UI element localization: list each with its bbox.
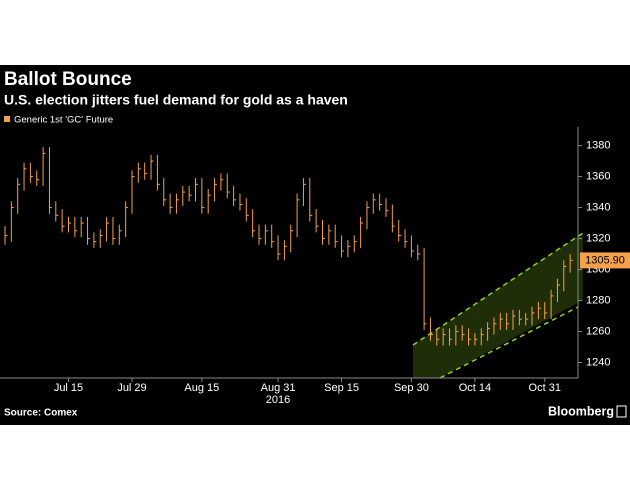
- last-price-box: [580, 252, 630, 269]
- x-tick-label: Sep 15: [324, 382, 359, 394]
- x-tick-label: Jul 15: [54, 382, 83, 394]
- x-tick-label: Oct 31: [529, 382, 561, 394]
- x-tick-label: Aug 31: [261, 382, 296, 394]
- source-note: Source: Comex: [4, 408, 78, 419]
- y-tick-label: 1280: [586, 294, 610, 306]
- x-year-label: 2016: [266, 394, 290, 406]
- brand: Bloomberg: [548, 404, 614, 418]
- legend-swatch: [4, 116, 10, 122]
- chart-background: [0, 65, 630, 425]
- last-price-label: 1305.90: [585, 254, 625, 266]
- y-tick-label: 1340: [586, 201, 610, 213]
- legend-label: Generic 1st 'GC' Future: [14, 115, 113, 126]
- x-tick-label: Oct 14: [459, 382, 491, 394]
- x-tick-label: Aug 15: [184, 382, 219, 394]
- y-tick-label: 1360: [586, 170, 610, 182]
- trend-line-upper: [412, 232, 584, 346]
- x-tick-label: Jul 29: [117, 382, 146, 394]
- chart-title: Ballot Bounce: [4, 69, 132, 90]
- trend-line-lower: [439, 306, 579, 379]
- y-tick-label: 1260: [586, 325, 610, 337]
- y-tick-label: 1240: [586, 356, 610, 368]
- y-tick-label: 1320: [586, 232, 610, 244]
- x-tick-label: Sep 30: [394, 382, 429, 394]
- brand-icon: [616, 405, 627, 418]
- chart-subtitle: U.S. election jitters fuel demand for go…: [4, 92, 348, 108]
- y-tick-label: 1380: [586, 139, 610, 151]
